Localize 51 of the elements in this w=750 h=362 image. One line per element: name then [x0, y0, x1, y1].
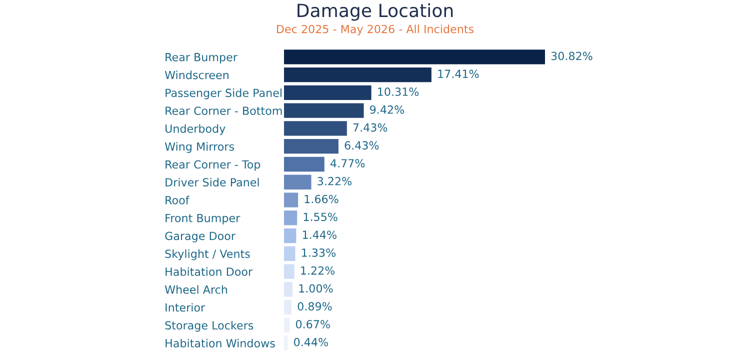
bar — [284, 50, 545, 64]
data-label: 17.41% — [438, 70, 479, 78]
bar — [284, 228, 296, 244]
data-label: 1.66% — [304, 194, 338, 204]
data-label: 0.89% — [298, 302, 332, 311]
y-tick-label: Rear Corner - Top — [166, 160, 260, 171]
bar — [284, 300, 292, 315]
y-tick-label: Underbody — [166, 124, 226, 136]
y-tick-label: Passenger Side Panel — [166, 88, 282, 100]
data-label: 30.82% — [551, 52, 592, 60]
data-label: 0.67% — [296, 320, 330, 328]
data-label: 1.22% — [301, 266, 335, 275]
y-tick-label: Interior — [166, 303, 206, 312]
chart-title: Damage Location — [298, 3, 453, 21]
bar — [284, 85, 372, 100]
y-tick-label: Rear Corner - Bottom — [166, 106, 282, 115]
data-label: 0.44% — [294, 338, 328, 346]
y-tick-label: Rear Bumper — [166, 53, 238, 64]
bar — [284, 246, 296, 261]
bar — [284, 210, 298, 226]
bar — [284, 192, 298, 208]
bar — [284, 264, 294, 279]
data-label: 3.22% — [318, 176, 352, 186]
data-label: 4.77% — [330, 159, 365, 168]
data-label: 9.42% — [370, 105, 404, 114]
bar — [284, 282, 292, 297]
y-tick-label: Windscreen — [164, 70, 228, 80]
bar — [284, 156, 324, 172]
chart-subtitle: Dec 2025 - May 2026 - All Incidents — [277, 24, 474, 36]
bar — [284, 139, 338, 154]
data-label: 1.55% — [304, 212, 338, 222]
bar — [284, 174, 312, 190]
y-tick-label: Roof — [166, 196, 190, 204]
y-tick-label: Front Bumper — [166, 214, 240, 224]
y-tick-label: Habitation Door — [166, 267, 253, 276]
y-tick-label: Driver Side Panel — [166, 178, 259, 186]
y-tick-label: Skylight / Vents — [165, 249, 250, 260]
bar — [284, 67, 432, 82]
y-tick-label: Wing Mirrors — [164, 142, 234, 153]
data-label: 10.31% — [378, 88, 419, 96]
bar — [284, 121, 347, 136]
data-label: 1.00% — [299, 284, 333, 293]
data-label: 1.33% — [302, 248, 336, 257]
data-label: 6.43% — [344, 141, 379, 150]
y-tick-label: Wheel Arch — [164, 285, 227, 294]
data-label: 1.44% — [302, 230, 336, 239]
y-tick-label: Garage Door — [165, 232, 236, 242]
y-tick-label: Habitation Windows — [166, 338, 275, 348]
y-tick-label: Storage Lockers — [165, 320, 254, 332]
bar — [284, 103, 364, 118]
data-label: 7.43% — [353, 123, 388, 132]
